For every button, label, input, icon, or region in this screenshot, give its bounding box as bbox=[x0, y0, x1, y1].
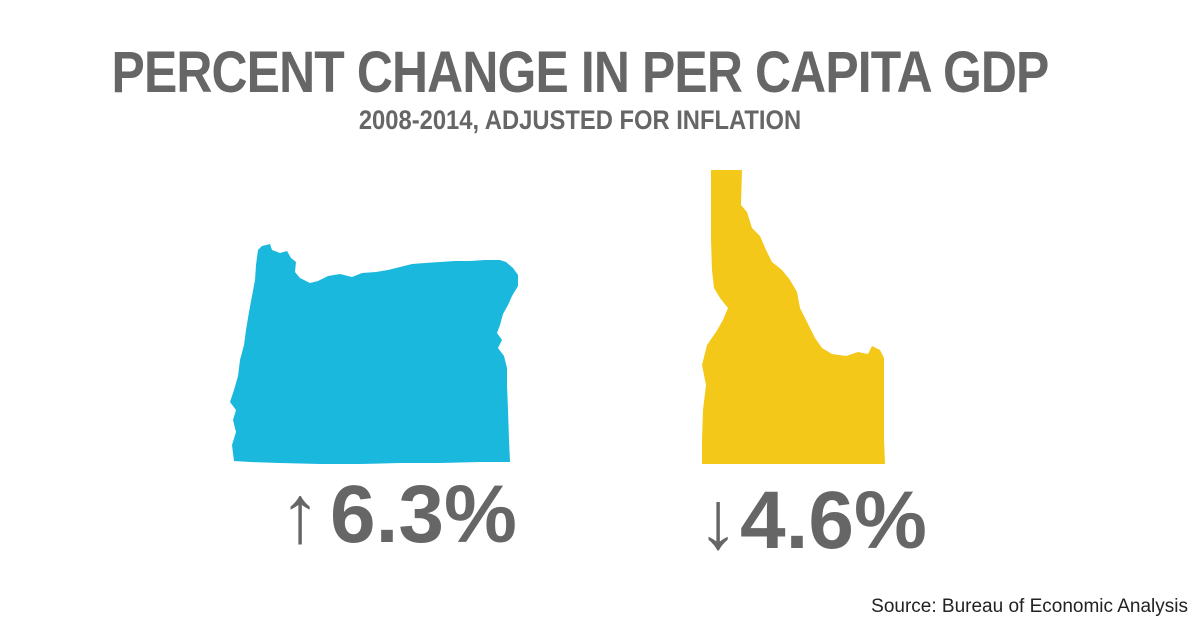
chart-subtitle: 2008-2014, ADJUSTED FOR INFLATION bbox=[358, 105, 802, 135]
idaho-value-label: 4.6% bbox=[740, 475, 927, 566]
idaho-down-arrow-icon: ↓ bbox=[698, 475, 739, 566]
oregon-value-label: 6.3% bbox=[330, 469, 517, 560]
chart-title: PERCENT CHANGE IN PER CAPITA GDP bbox=[111, 40, 1050, 105]
oregon-state-map-icon bbox=[230, 244, 518, 464]
source-note: Source: Bureau of Economic Analysis bbox=[871, 596, 1188, 617]
oregon-up-arrow-icon: ↑ bbox=[280, 469, 321, 560]
idaho-state-map-icon bbox=[702, 170, 885, 464]
